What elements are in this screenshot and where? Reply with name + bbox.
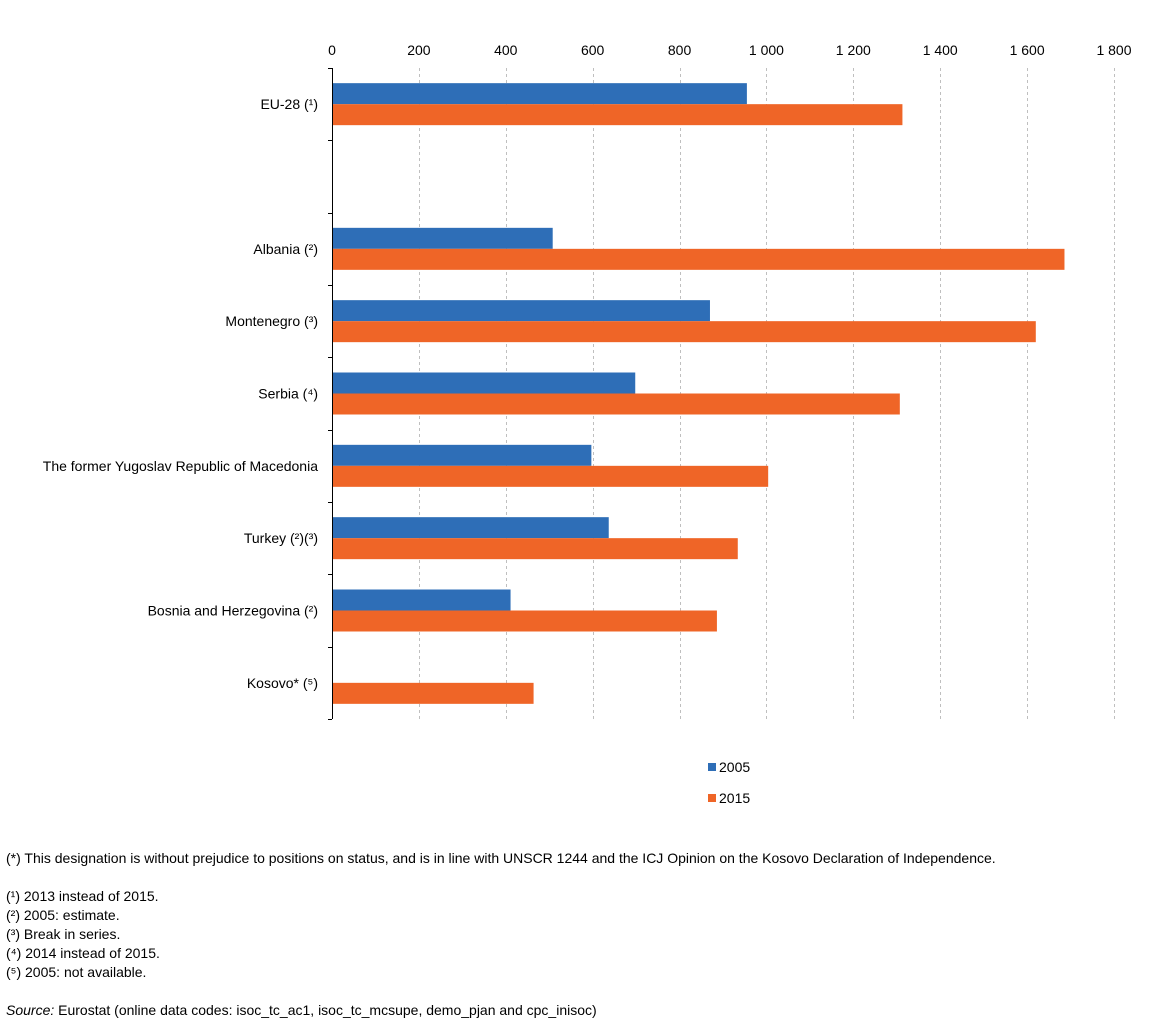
bar-2015 (332, 321, 1036, 343)
axes (328, 68, 333, 720)
bar-2005 (332, 517, 609, 539)
legend-item-2005: 2005 (708, 751, 750, 782)
x-tick-label: 0 (328, 42, 336, 58)
bar-2015 (332, 682, 534, 704)
category-label: Montenegro (³) (225, 313, 318, 329)
footnote-4: (⁴) 2014 instead of 2015. (6, 945, 160, 961)
bar-2015 (332, 104, 903, 126)
footnote-5: (⁵) 2005: not available. (6, 964, 147, 980)
legend-label-2005: 2005 (719, 758, 751, 775)
bar-2005 (332, 300, 710, 322)
source-label: Source: (6, 1002, 55, 1018)
bar-2015 (332, 538, 738, 560)
category-label: Albania (²) (253, 241, 318, 257)
footnote-1: (¹) 2013 instead of 2015. (6, 888, 159, 904)
legend-swatch-2015 (708, 793, 716, 802)
category-label: Turkey (²)(³) (244, 530, 318, 546)
category-label: EU-28 (¹) (260, 96, 318, 112)
chart-notes: (*) This designation is without prejudic… (6, 849, 996, 1020)
legend-label-2015: 2015 (719, 789, 751, 806)
x-tick-label: 400 (494, 42, 518, 58)
bar-2015 (332, 248, 1065, 270)
bar-2005 (332, 589, 511, 611)
category-label: Kosovo* (⁵) (247, 675, 318, 691)
x-tick-label: 800 (668, 42, 692, 58)
bar-2015 (332, 393, 900, 415)
footnote-3: (³) Break in series. (6, 926, 121, 942)
source-text: Eurostat (online data codes: isoc_tc_ac1… (54, 1002, 597, 1018)
category-label: Serbia (⁴) (258, 386, 318, 402)
bar-2015 (332, 465, 769, 487)
category-label: The former Yugoslav Republic of Macedoni… (43, 458, 318, 474)
bar-chart: 0 200 400 600 800 1 000 1 200 1 400 1 600 1 800 EU… (43, 42, 1132, 720)
footnote-2: (²) 2005: estimate. (6, 907, 120, 923)
category-label: Bosnia and Herzegovina (²) (148, 603, 318, 619)
legend-item-2015: 2015 (708, 782, 750, 813)
bar-2005 (332, 444, 592, 466)
labels: 0 200 400 600 800 1 000 1 200 1 400 1 600 1 800 EU… (43, 42, 1132, 691)
legend-swatch-2005 (708, 762, 716, 771)
x-tick-label: 600 (581, 42, 605, 58)
legend: 2005 2015 (708, 751, 750, 813)
x-tick-label: 200 (407, 42, 431, 58)
x-tick-label: 1 800 (1096, 42, 1131, 58)
bar-2005 (332, 227, 553, 249)
bar-2005 (332, 372, 636, 394)
x-tick-label: 1 000 (749, 42, 784, 58)
designation-note: (*) This designation is without prejudic… (6, 850, 996, 866)
x-tick-label: 1 400 (923, 42, 958, 58)
bar-2015 (332, 610, 717, 632)
x-tick-label: 1 600 (1010, 42, 1045, 58)
bars (332, 83, 1065, 704)
x-tick-label: 1 200 (836, 42, 871, 58)
bar-2005 (332, 83, 747, 105)
source-line: Source: Eurostat (online data codes: iso… (6, 1001, 996, 1020)
